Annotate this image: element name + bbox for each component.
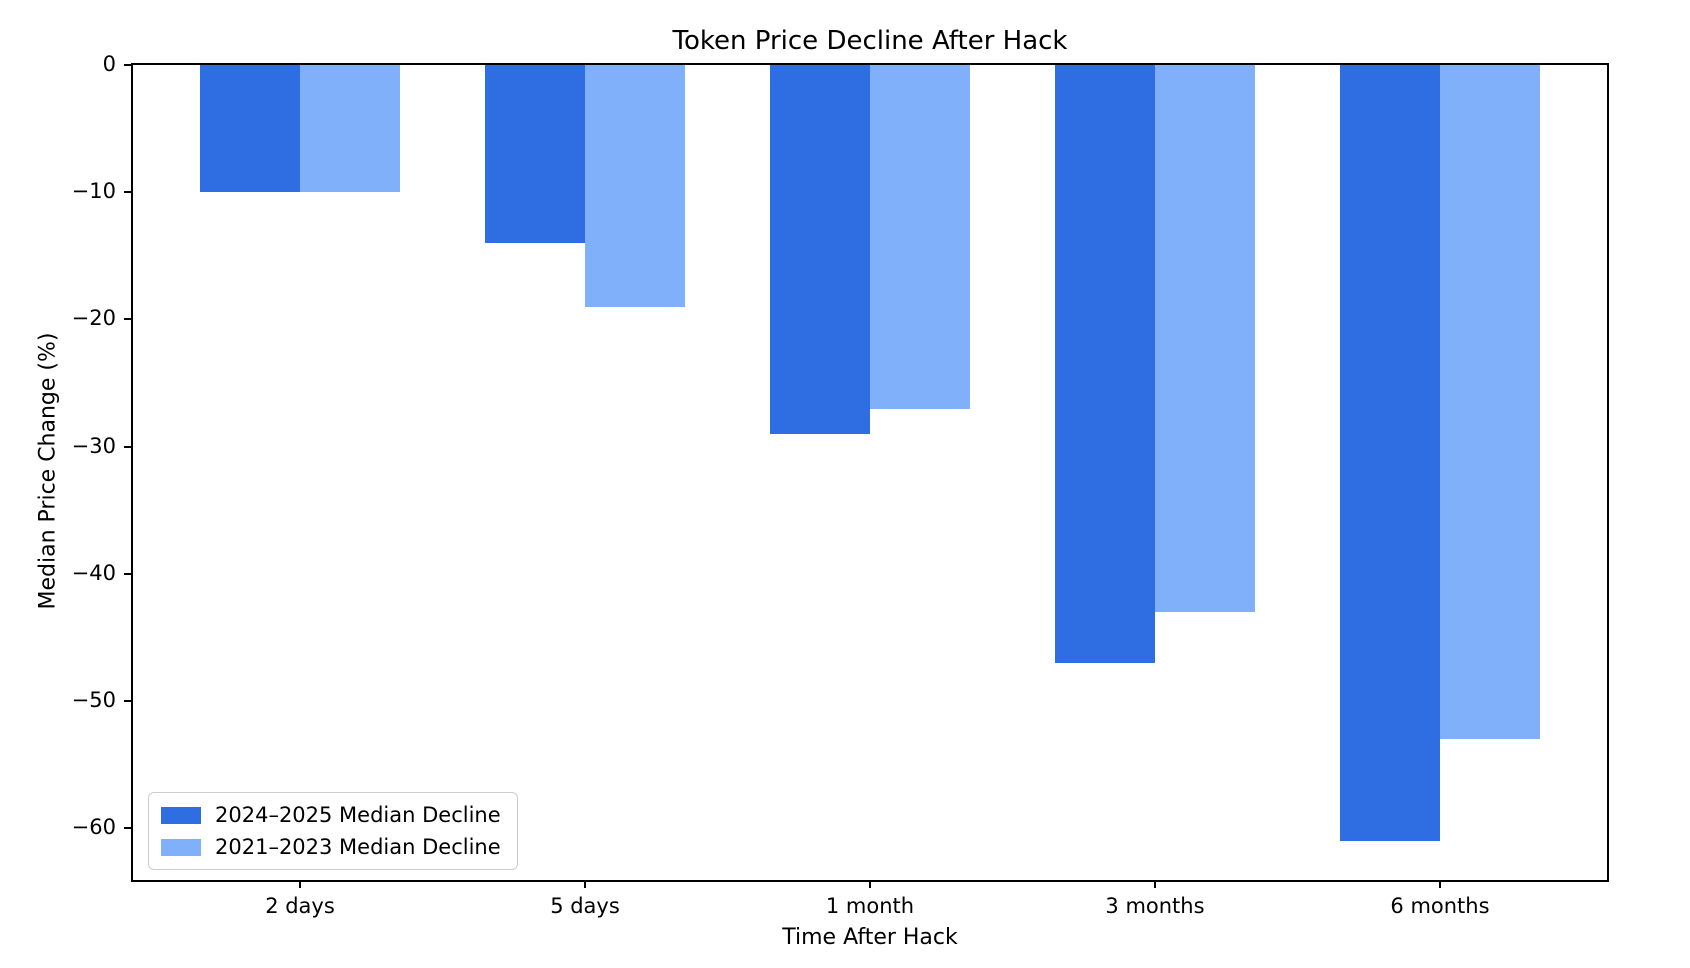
x-tick-mark [1153,880,1156,888]
x-tick-mark [584,880,586,888]
legend-label: 2021–2023 Median Decline [215,835,501,859]
x-tick-mark [299,880,301,888]
bar-series1-cat4 [1439,65,1540,740]
y-tick-label: −60 [71,815,116,840]
x-axis-label: Time After Hack [782,925,958,950]
y-tick-mark [124,318,132,321]
y-tick-mark [124,827,132,830]
chart-title: Token Price Decline After Hack [672,26,1068,56]
legend: 2024–2025 Median Decline 2021–2023 Median… [148,792,518,870]
y-tick-mark [124,700,132,703]
bar-series1-cat3 [1154,65,1255,613]
legend-entry-0: 2024–2025 Median Decline [161,801,501,829]
bar-series0-cat4 [1340,65,1440,842]
y-tick-mark [124,572,132,575]
legend-label: 2024–2025 Median Decline [215,803,501,827]
x-tick-label: 3 months [1105,894,1205,918]
x-tick-mark [869,880,871,888]
bar-series1-cat1 [585,65,685,307]
y-tick-label: −30 [71,433,116,458]
x-tick-label: 6 months [1390,894,1490,918]
bar-series0-cat2 [770,65,870,434]
legend-swatch-icon [161,838,201,856]
bar-series0-cat0 [200,65,300,193]
y-tick-label: −40 [71,560,116,585]
y-tick-mark [124,64,132,66]
y-tick-label: −20 [71,306,116,331]
legend-entry-1: 2021–2023 Median Decline [161,833,501,861]
y-tick-mark [124,191,132,194]
y-tick-mark [124,445,132,448]
y-tick-label: −10 [71,179,116,204]
bar-series0-cat1 [485,65,585,244]
legend-swatch-icon [161,806,201,824]
x-tick-mark [1438,880,1441,888]
bar-series0-cat3 [1055,65,1155,664]
x-tick-label: 5 days [550,894,620,918]
x-tick-label: 2 days [265,894,335,918]
y-tick-label: −50 [71,688,116,713]
bar-series1-cat2 [870,65,970,409]
y-tick-label: 0 [102,52,116,76]
bar-series1-cat0 [300,65,400,193]
x-tick-label: 1 month [825,894,915,918]
